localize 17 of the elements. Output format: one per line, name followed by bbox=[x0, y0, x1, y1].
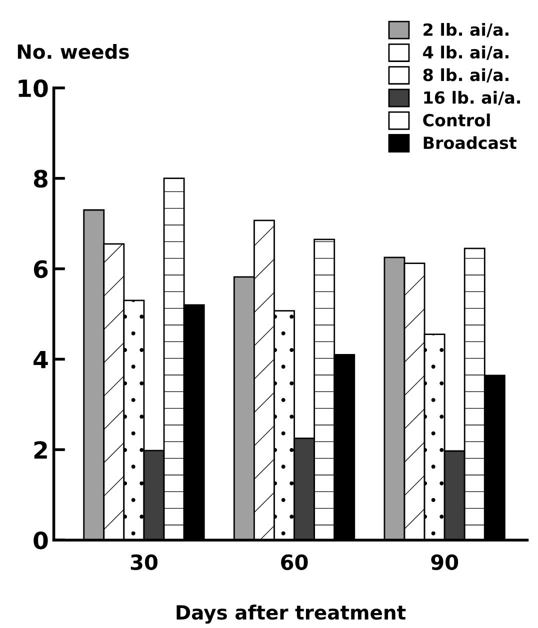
x-tick-label: 90 bbox=[431, 554, 458, 570]
legend-label: 16 lb. ai/a. bbox=[424, 90, 520, 106]
y-axis-title: No. weeds bbox=[18, 44, 129, 60]
y-tick-label: 2 bbox=[34, 441, 47, 459]
x-tick-label: 60 bbox=[281, 554, 308, 570]
x-tick-label: 30 bbox=[130, 554, 158, 570]
x-axis-title: Days after treatment bbox=[176, 604, 406, 624]
legend-label: 8 lb. ai/a. bbox=[423, 68, 508, 83]
legend-label: Broadcast bbox=[424, 136, 516, 150]
y-tick-label: 10 bbox=[18, 79, 48, 98]
y-tick-label: 4 bbox=[34, 350, 48, 368]
legend-label: 2 lb. ai/a. bbox=[424, 23, 508, 38]
y-tick-label: 6 bbox=[34, 260, 48, 278]
legend-label: Control bbox=[423, 114, 490, 126]
y-tick-label: 8 bbox=[34, 170, 48, 188]
y-tick-label: 0 bbox=[34, 532, 48, 550]
legend-label: 4 lb. ai/a. bbox=[423, 46, 508, 60]
